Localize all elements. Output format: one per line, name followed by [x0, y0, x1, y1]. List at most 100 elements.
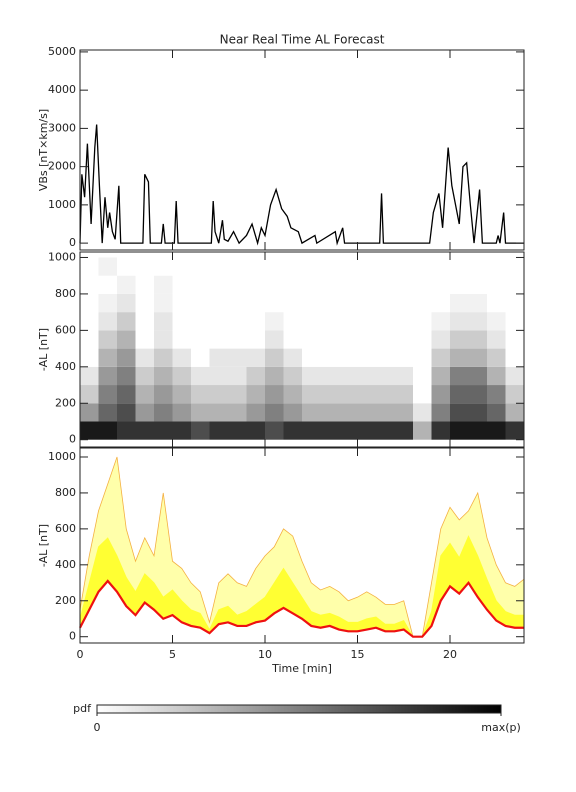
heat-cell — [487, 366, 506, 386]
heat-cell — [135, 293, 154, 313]
y-tick-label: 0 — [69, 630, 76, 643]
heat-cell — [376, 275, 395, 294]
heat-cell — [172, 275, 191, 294]
heat-cell — [431, 312, 450, 331]
heat-cell — [505, 312, 524, 331]
heat-cell — [431, 275, 450, 294]
plot-frame — [79, 49, 525, 251]
heat-cell — [172, 403, 191, 422]
heat-cell — [265, 421, 284, 440]
heat-cell — [209, 348, 228, 367]
heat-cell — [117, 275, 136, 294]
heat-cell — [376, 293, 395, 313]
heat-cell — [80, 293, 99, 313]
heat-cell — [505, 257, 524, 276]
heat-cell — [431, 385, 450, 404]
y-tick-label: 600 — [55, 522, 76, 535]
heat-cell — [505, 275, 524, 294]
heat-cell — [209, 330, 228, 349]
heat-cell — [468, 257, 487, 276]
heat-cell — [172, 312, 191, 331]
heat-cell — [394, 366, 413, 386]
y-axis-label: VBs [nT×km/s] — [37, 109, 50, 191]
chart-title: Near Real Time AL Forecast — [220, 33, 385, 47]
heat-cell — [413, 348, 432, 367]
heat-cell — [265, 366, 284, 386]
heat-cell — [228, 257, 247, 276]
heat-cell — [468, 348, 487, 367]
heat-cell — [468, 403, 487, 422]
heat-cell — [117, 366, 136, 386]
heat-cell — [450, 293, 469, 313]
heat-cell — [283, 385, 302, 404]
heat-cell — [246, 403, 265, 422]
heat-cell — [80, 403, 99, 422]
heat-cell — [80, 275, 99, 294]
heat-cell — [339, 421, 358, 440]
heat-cell — [80, 421, 99, 440]
heat-cell — [320, 403, 339, 422]
heat-cell — [209, 312, 228, 331]
heat-cell — [80, 330, 99, 349]
heat-cell — [283, 421, 302, 440]
heat-cell — [191, 257, 210, 276]
heat-cell — [98, 348, 117, 367]
heat-cell — [394, 385, 413, 404]
heat-cell — [302, 348, 321, 367]
heat-cell — [357, 257, 376, 276]
plot-frame — [79, 251, 525, 448]
heat-cell — [487, 293, 506, 313]
band-area — [80, 536, 524, 637]
heat-cell — [450, 385, 469, 404]
heat-cell — [339, 385, 358, 404]
heat-cell — [80, 385, 99, 404]
heat-cell — [265, 293, 284, 313]
plot-frame — [79, 447, 525, 644]
heat-cell — [135, 421, 154, 440]
y-tick-label: 0 — [69, 433, 76, 446]
heat-cell — [376, 385, 395, 404]
heat-cell — [431, 293, 450, 313]
heat-cell — [191, 275, 210, 294]
heat-cell — [450, 312, 469, 331]
heat-cell — [320, 293, 339, 313]
heat-cell — [228, 421, 247, 440]
band-edge — [79, 535, 524, 638]
y-tick-label: 600 — [55, 323, 76, 336]
heat-cell — [376, 421, 395, 440]
heat-cell — [376, 403, 395, 422]
heat-cell — [191, 366, 210, 386]
colorbar-tick-label: 0 — [94, 721, 101, 734]
heat-cell — [283, 330, 302, 349]
heat-cell — [135, 330, 154, 349]
heat-cell — [209, 366, 228, 386]
heat-cell — [191, 330, 210, 349]
heat-cell — [431, 403, 450, 422]
y-tick-label: 2000 — [48, 160, 76, 173]
heat-cell — [154, 421, 173, 440]
heat-cell — [135, 348, 154, 367]
heat-cell — [154, 275, 173, 294]
y-tick-label: 800 — [55, 287, 76, 300]
heat-cell — [505, 330, 524, 349]
heat-cell — [339, 366, 358, 386]
heat-cell — [320, 421, 339, 440]
y-tick-label: 3000 — [48, 121, 76, 134]
heat-cell — [450, 348, 469, 367]
heat-cell — [376, 312, 395, 331]
heat-cell — [135, 275, 154, 294]
heat-cell — [265, 275, 284, 294]
y-axis-label: -AL [nT] — [37, 328, 50, 371]
heat-cell — [98, 403, 117, 422]
heat-cell — [450, 257, 469, 276]
heat-cell — [246, 257, 265, 276]
heat-cell — [413, 312, 432, 331]
heat-cell — [246, 293, 265, 313]
heat-cell — [154, 366, 173, 386]
heat-cell — [209, 403, 228, 422]
heat-cell — [413, 366, 432, 386]
heat-cell — [376, 257, 395, 276]
heat-cell — [339, 312, 358, 331]
heat-cell — [394, 293, 413, 313]
heat-cell — [339, 257, 358, 276]
